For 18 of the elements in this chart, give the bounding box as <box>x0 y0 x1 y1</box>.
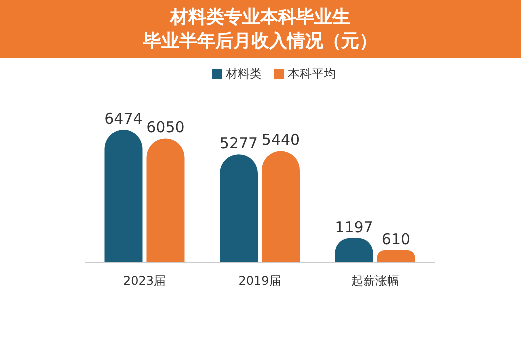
bar <box>262 151 300 263</box>
data-label: 1197 <box>335 218 374 236</box>
x-tick-label: 2023届 <box>123 274 166 288</box>
bar <box>220 154 258 263</box>
data-label: 5277 <box>220 134 258 153</box>
legend-label: 材料类 <box>225 67 262 81</box>
chart-subtitle: 毕业半年后月收入情况（元） <box>142 31 378 52</box>
chart-title: 材料类专业本科毕业生 <box>170 7 350 28</box>
bar <box>146 138 185 263</box>
x-tick-label: 2019届 <box>238 274 282 288</box>
data-label: 5440 <box>262 131 300 150</box>
x-tick-label: 起薪涨幅 <box>351 274 400 288</box>
data-label: 610 <box>382 230 411 248</box>
data-label: 6474 <box>104 110 143 128</box>
legend-label: 本科平均 <box>288 67 336 81</box>
bar <box>377 250 416 263</box>
data-label: 6050 <box>146 118 185 137</box>
bar <box>104 130 143 263</box>
